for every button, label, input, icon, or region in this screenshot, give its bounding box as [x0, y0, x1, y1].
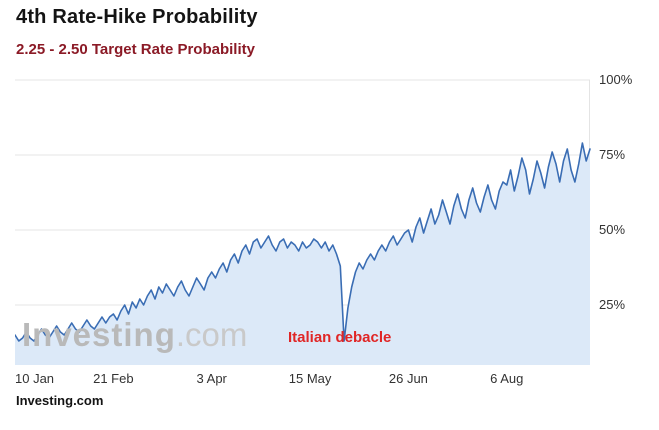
y-tick-label: 50%	[599, 222, 626, 237]
x-tick-label: 26 Jun	[388, 371, 428, 386]
probability-chart: 25% 50% 75% 100% 10 Jan 21 Feb 3 Apr 15 May 26 …	[0, 72, 659, 386]
watermark: Investing.com	[22, 316, 247, 354]
x-tick-label: 3 Apr	[196, 371, 227, 386]
chart-plot	[15, 79, 591, 365]
chart-subtitle: 2.25 - 2.50 Target Rate Probability	[16, 41, 255, 58]
y-tick-label: 25%	[599, 297, 626, 312]
probability-line	[15, 142, 591, 342]
watermark-bold-text: Investing	[22, 316, 176, 353]
watermark-light-text: .com	[175, 316, 248, 353]
y-tick-label: 100%	[599, 72, 633, 87]
x-tick-label: 10 Jan	[15, 371, 55, 386]
page-title: 4th Rate-Hike Probability	[16, 6, 258, 28]
x-tick-label: 21 Feb	[93, 371, 134, 386]
annotation-italian-debacle: Italian debacle	[288, 329, 392, 346]
x-tick-label: 15 May	[288, 371, 332, 386]
x-tick-label: 6 Aug	[490, 371, 524, 386]
source-label: Investing.com	[16, 393, 104, 408]
y-tick-label: 75%	[599, 147, 626, 162]
area-fill	[15, 143, 590, 365]
